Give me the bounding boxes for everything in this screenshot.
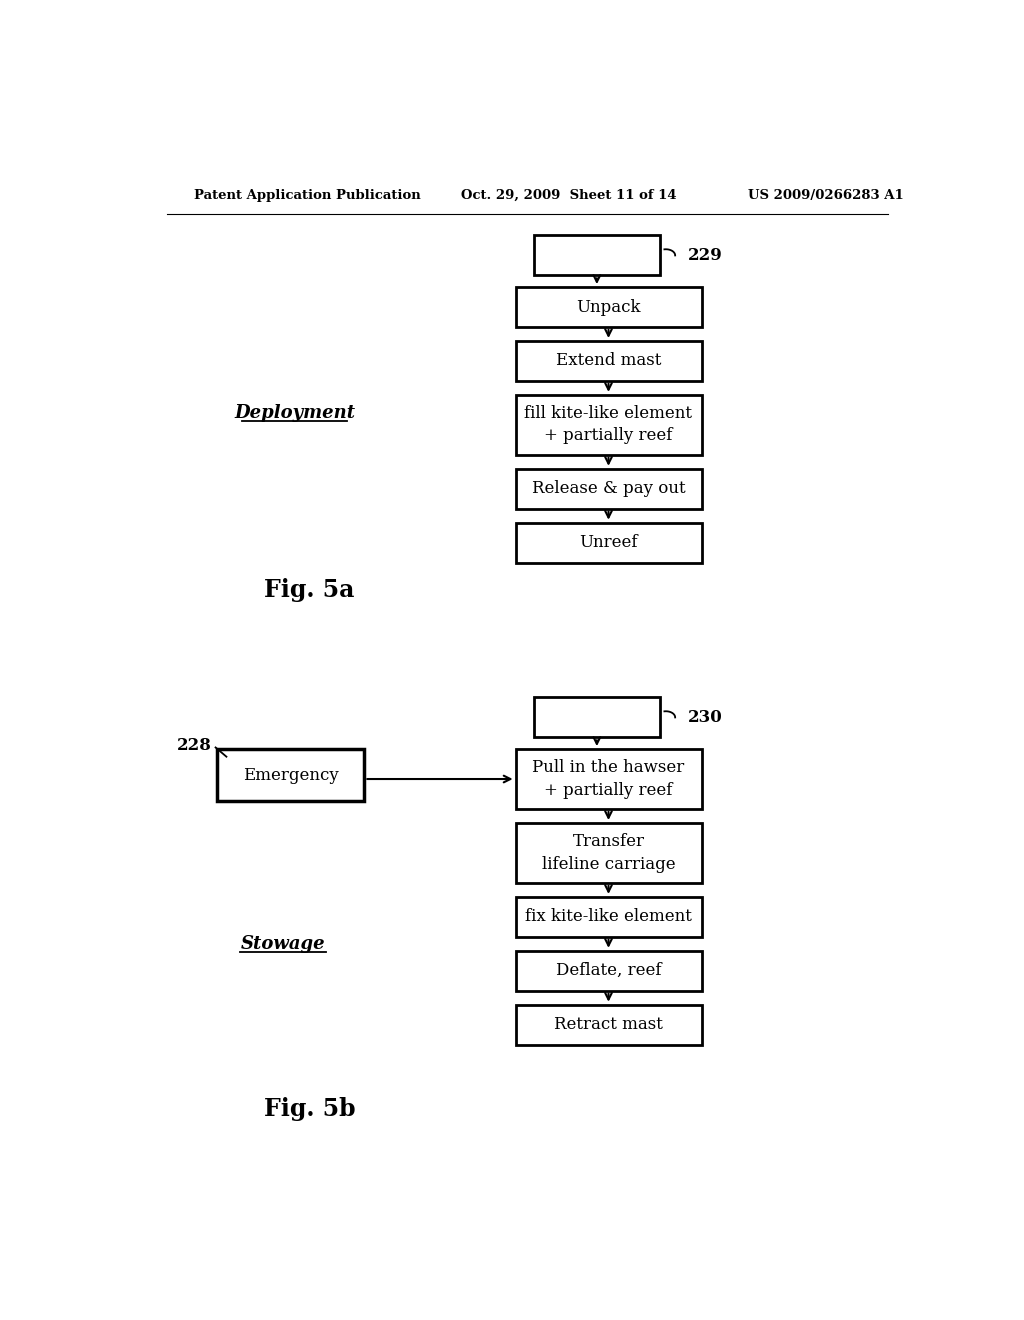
Text: fill kite-like element
+ partially reef: fill kite-like element + partially reef	[524, 405, 692, 445]
Text: 228: 228	[177, 737, 212, 754]
Bar	[535, 697, 659, 738]
Text: Transfer
lifeline carriage: Transfer lifeline carriage	[542, 833, 675, 873]
Bar	[515, 950, 701, 991]
Bar	[515, 523, 701, 562]
Text: Stowage: Stowage	[241, 935, 326, 953]
Bar	[515, 286, 701, 327]
Text: Emergency: Emergency	[243, 767, 339, 784]
Bar	[535, 235, 659, 276]
Bar	[515, 395, 701, 455]
Text: 230: 230	[688, 709, 723, 726]
Text: Deployment: Deployment	[234, 404, 355, 421]
Bar	[515, 896, 701, 937]
Bar	[515, 1005, 701, 1044]
Text: Oct. 29, 2009  Sheet 11 of 14: Oct. 29, 2009 Sheet 11 of 14	[461, 189, 677, 202]
Text: Pull in the hawser
+ partially reef: Pull in the hawser + partially reef	[532, 759, 685, 799]
Bar	[515, 748, 701, 809]
Text: Unpack: Unpack	[577, 298, 641, 315]
Text: US 2009/0266283 A1: US 2009/0266283 A1	[748, 189, 904, 202]
Text: Fig. 5b: Fig. 5b	[263, 1097, 355, 1122]
Text: Release & pay out: Release & pay out	[531, 480, 685, 498]
Text: 229: 229	[688, 247, 723, 264]
Text: Unreef: Unreef	[580, 535, 638, 552]
Bar	[515, 822, 701, 883]
Text: Fig. 5a: Fig. 5a	[263, 578, 354, 602]
Text: Retract mast: Retract mast	[554, 1016, 663, 1034]
Text: Deflate, reef: Deflate, reef	[556, 962, 662, 979]
Bar	[217, 748, 365, 801]
Text: Patent Application Publication: Patent Application Publication	[194, 189, 421, 202]
Bar	[515, 341, 701, 381]
Text: fix kite-like element: fix kite-like element	[525, 908, 692, 925]
Text: Extend mast: Extend mast	[556, 352, 662, 370]
Bar	[515, 469, 701, 508]
